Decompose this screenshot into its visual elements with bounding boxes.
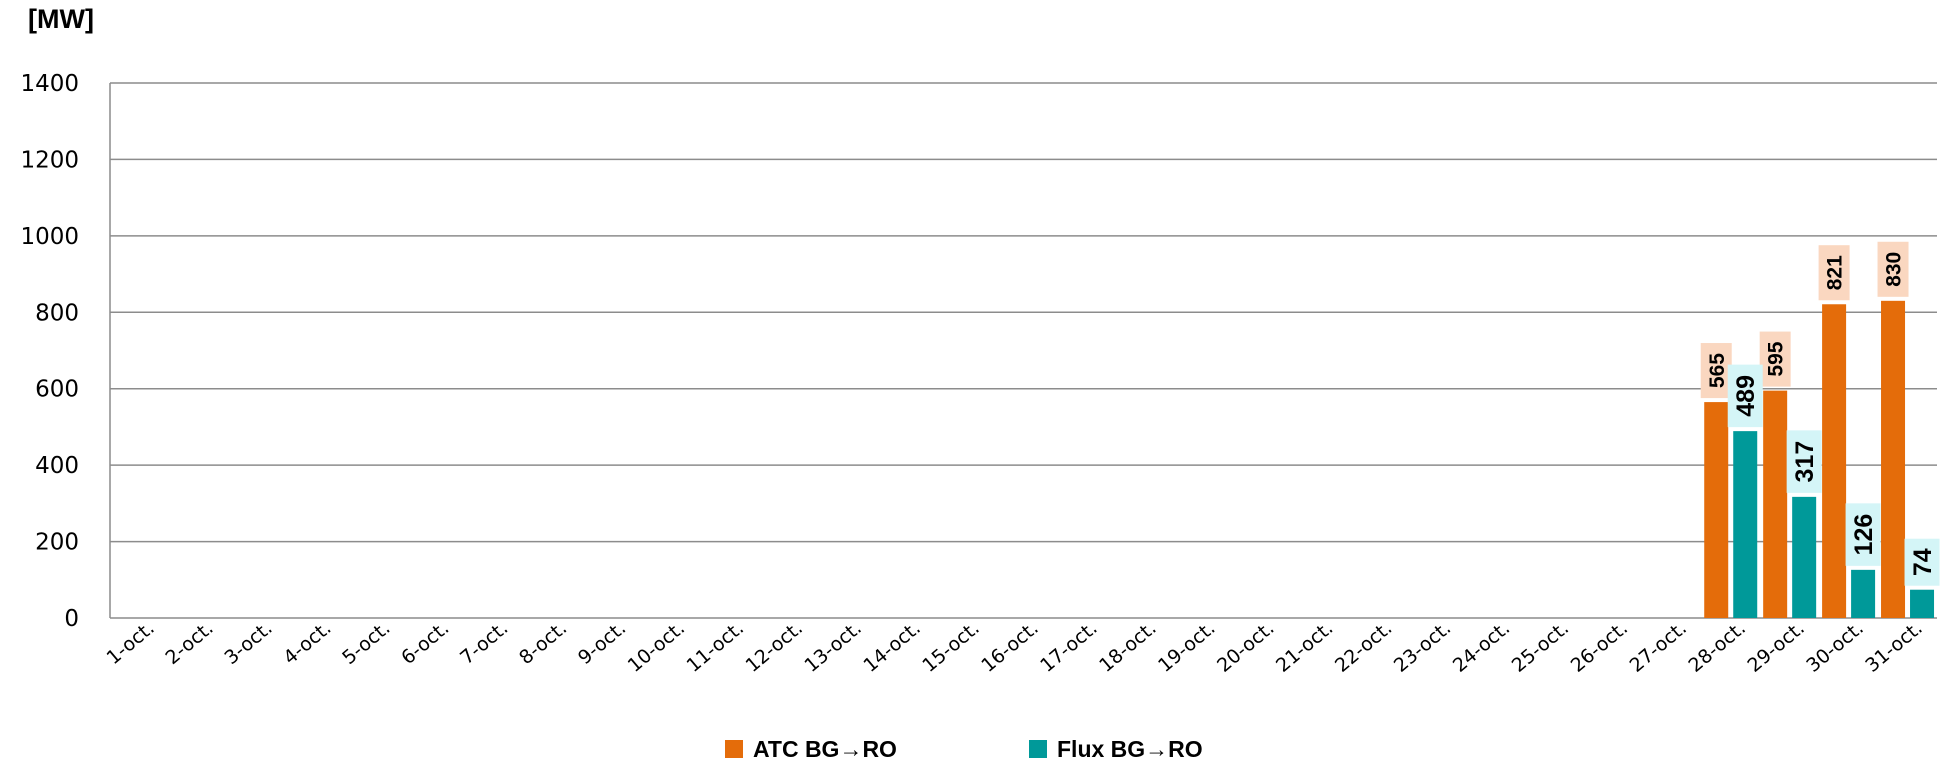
data-label-background [1786,430,1822,493]
x-tick-label: 23-oct. [1390,617,1455,677]
x-tick-label: 15-oct. [918,617,983,677]
x-tick-label: 13-oct. [800,617,865,677]
data-label-background [1727,364,1763,428]
data-label-background [1845,503,1881,566]
bars [1704,300,1935,618]
y-tick-label: 400 [35,453,79,479]
x-tick-label: 16-oct. [977,617,1042,677]
x-tick-label: 12-oct. [742,617,807,677]
x-tick-label: 21-oct. [1272,617,1337,677]
x-tick-label: 3-oct. [220,617,276,669]
bar-flux [1792,496,1817,618]
x-tick-label: 19-oct. [1154,617,1219,677]
x-tick-label: 6-oct. [397,617,453,669]
y-tick-label: 200 [35,530,79,556]
y-tick-label: 1200 [20,147,79,173]
bar-atc [1881,300,1906,618]
x-tick-label: 29-oct. [1743,617,1808,677]
x-tick-label: 9-oct. [574,617,630,669]
y-axis-unit-label: [MW] [28,4,94,34]
x-tick-label: 20-oct. [1213,617,1278,677]
legend: ATC BG→RO Flux BG→RO [725,736,1203,760]
x-tick-label: 7-oct. [456,617,512,669]
legend-swatch-atc [725,740,743,758]
x-tick-label: 30-oct. [1802,617,1867,677]
x-tick-label: 14-oct. [859,617,924,677]
data-label-background [1818,245,1850,301]
x-tick-label: 18-oct. [1095,617,1160,677]
x-tick-label: 17-oct. [1036,617,1101,677]
bar-atc [1822,304,1847,618]
x-tick-label: 1-oct. [103,617,159,669]
data-label: 830 [1883,252,1906,287]
x-axis-ticks: 1-oct. 2-oct. 3-oct. 4-oct. 5-oct. 6-oct. 7-oc… [103,617,1927,677]
bar-flux [1733,431,1758,618]
data-label: 821 [1824,255,1847,290]
legend-swatch-flux [1029,740,1047,758]
x-tick-label: 25-oct. [1508,617,1573,677]
x-tick-label: 31-oct. [1861,617,1926,677]
data-label-background [1759,331,1791,387]
x-tick-label: 27-oct. [1626,617,1691,677]
x-tick-label: 22-oct. [1331,617,1396,677]
y-tick-label: 0 [64,606,79,632]
x-tick-label: 8-oct. [515,617,571,669]
data-label: 126 [1850,514,1878,556]
legend-label-flux: Flux BG→RO [1057,736,1203,760]
x-tick-label: 24-oct. [1449,617,1514,677]
bar-atc [1763,390,1788,618]
gridlines [109,82,1937,619]
y-tick-label: 800 [35,300,79,326]
data-labels: 565 595 821 830 489 317 126 74 [1700,241,1940,586]
x-tick-label: 10-oct. [624,617,689,677]
x-tick-label: 5-oct. [338,617,394,669]
data-label: 74 [1909,548,1937,576]
data-label-background [1877,241,1909,297]
x-tick-label: 4-oct. [279,617,335,669]
data-label-background [1700,343,1732,399]
x-tick-label: 11-oct. [683,617,748,677]
data-label: 489 [1732,375,1760,417]
data-label: 595 [1765,341,1788,376]
bar-flux [1851,569,1876,618]
data-label: 565 [1706,353,1729,388]
y-tick-label: 1400 [20,71,79,97]
legend-label-atc: ATC BG→RO [753,736,897,760]
bar-atc [1704,402,1729,618]
y-axis-ticks: 0 200 400 600 800 1000 1200 1400 [20,71,79,632]
y-tick-label: 600 [35,377,79,403]
x-tick-label: 28-oct. [1685,617,1750,677]
data-label-background [1904,538,1940,586]
y-tick-label: 1000 [20,224,79,250]
bar-flux [1910,589,1935,618]
x-tick-label: 2-oct. [161,617,217,669]
data-label: 317 [1791,441,1819,483]
x-tick-label: 26-oct. [1567,617,1632,677]
